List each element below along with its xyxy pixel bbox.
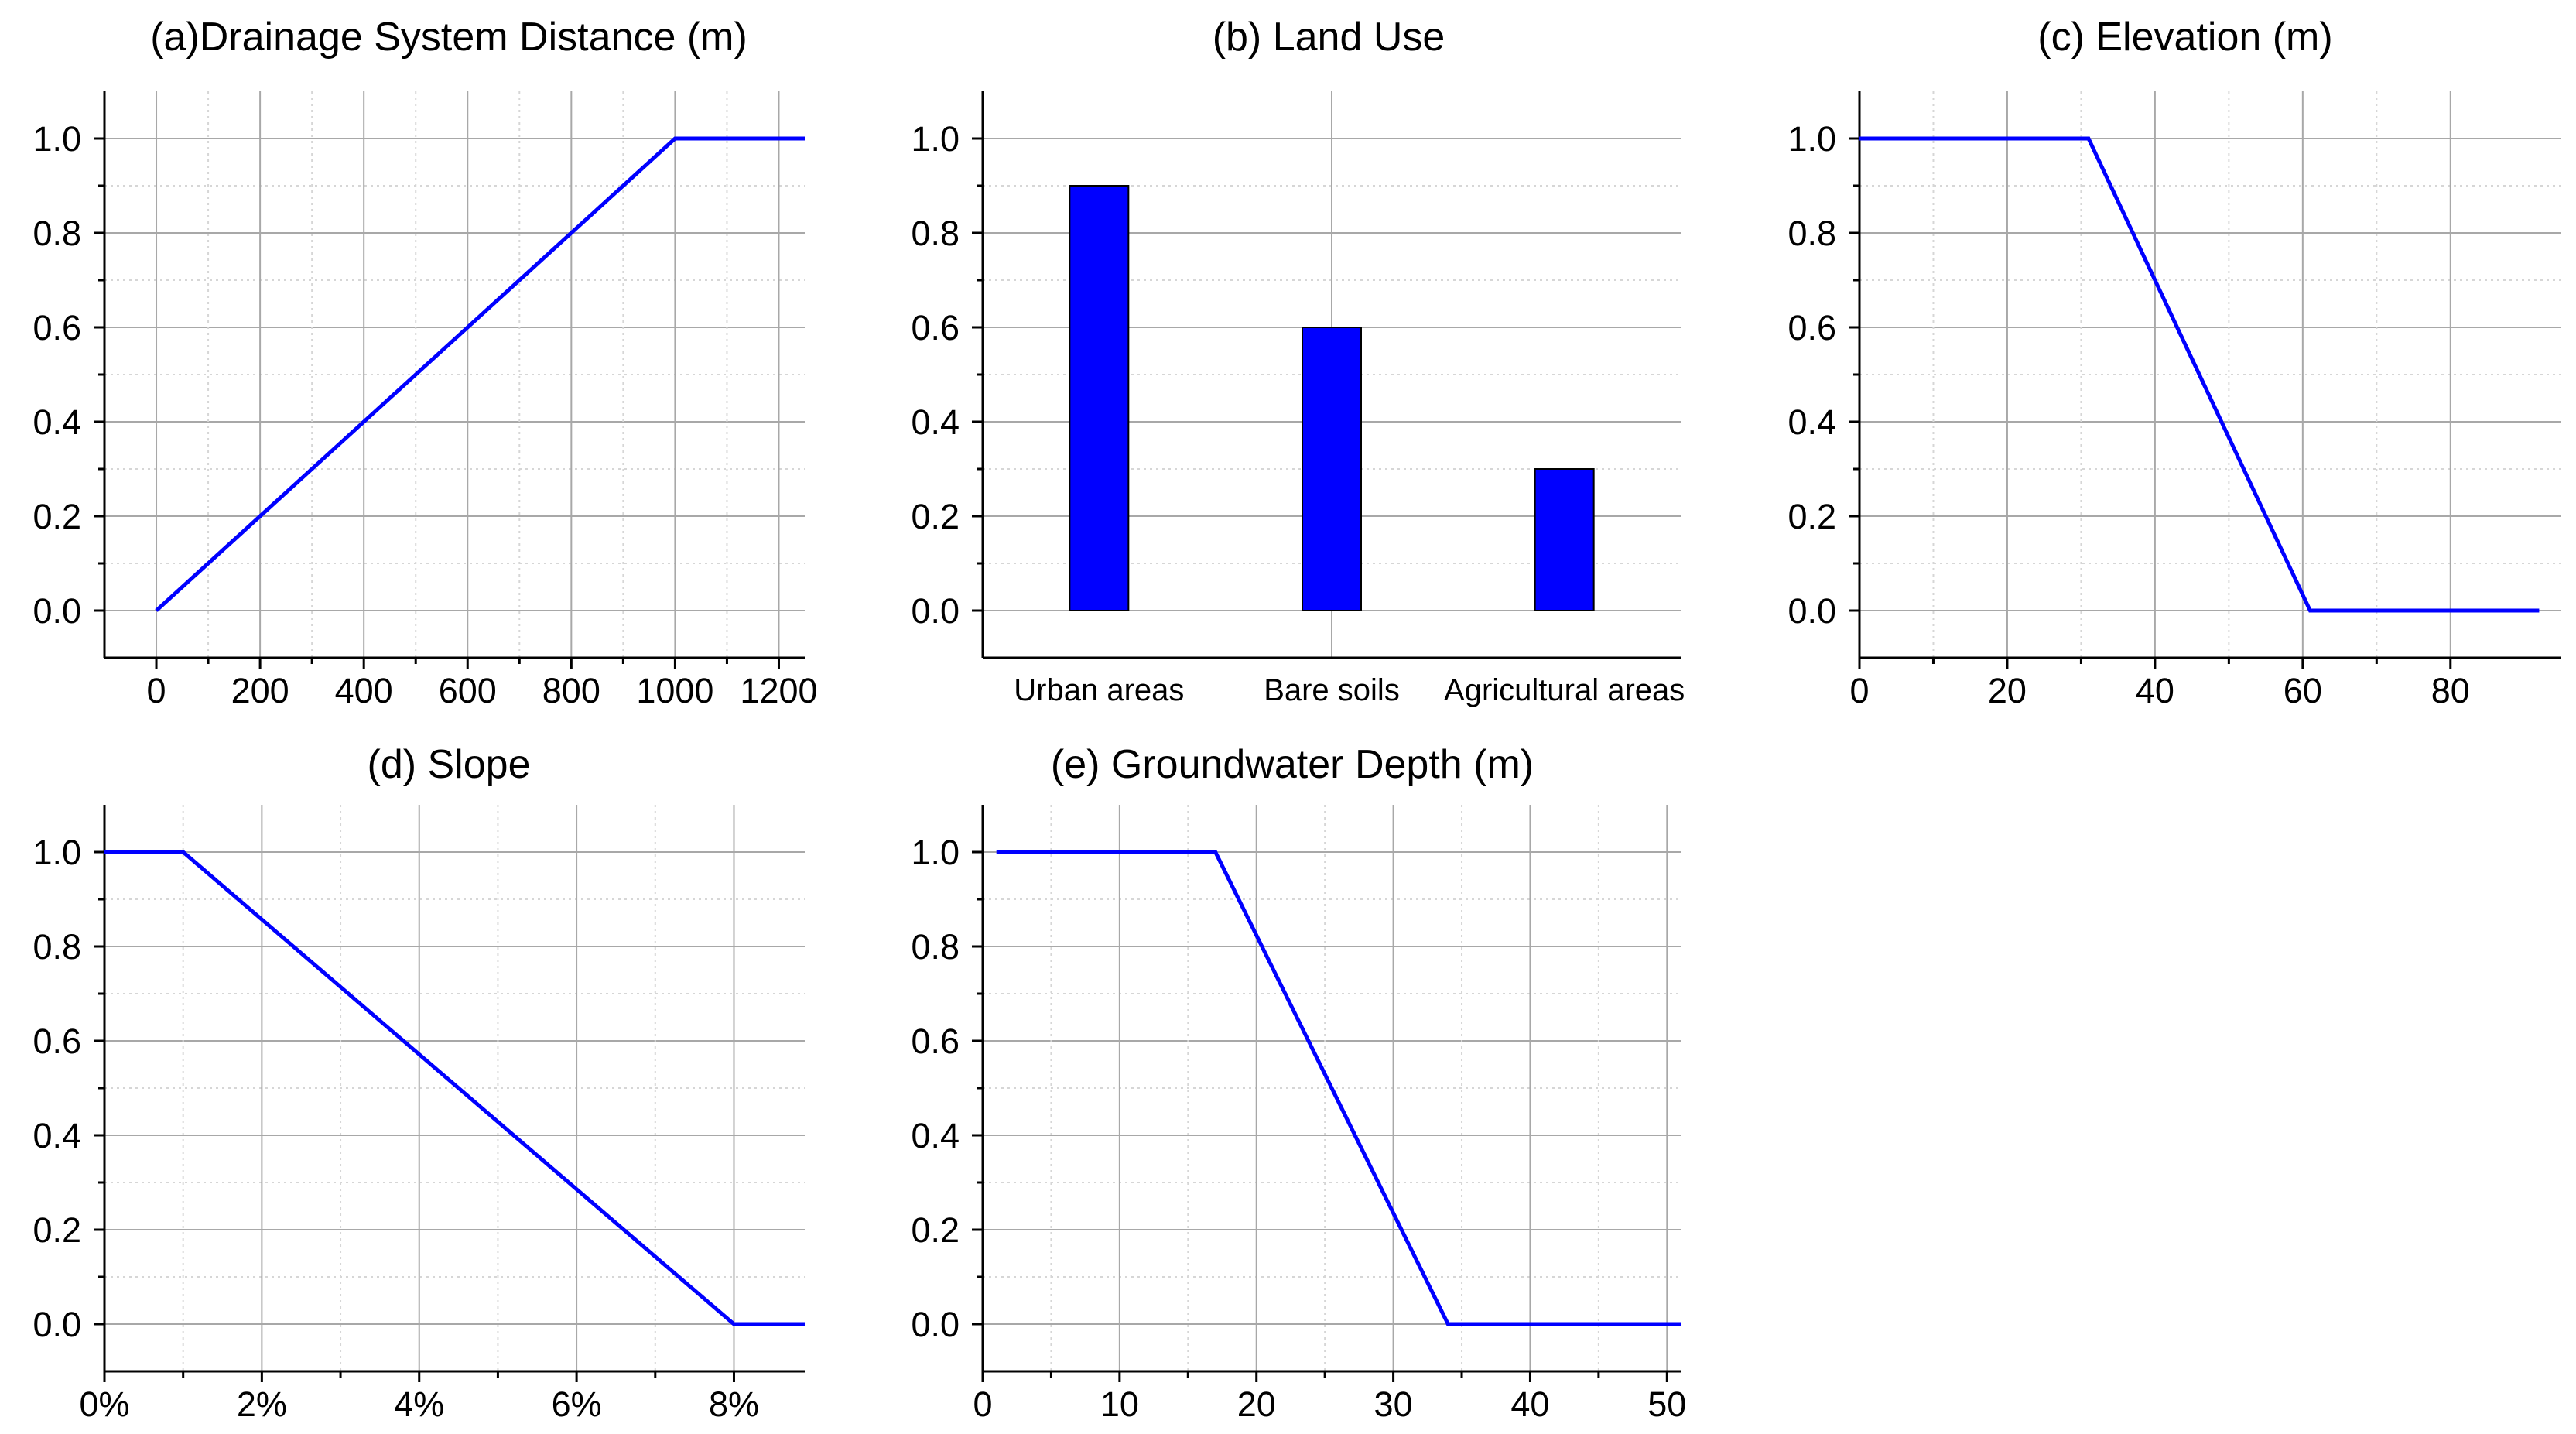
chart-a-ytick-label: 0.2 (32, 497, 81, 536)
chart-e-xtick-label: 50 (1647, 1384, 1686, 1424)
chart-c-xtick-label: 20 (1988, 671, 2027, 710)
chart-a-xtick-label: 1000 (636, 671, 713, 710)
chart-e-xtick-label: 30 (1374, 1384, 1413, 1424)
chart-d-ytick-label: 0.6 (32, 1022, 81, 1061)
chart-e-line (996, 850, 1681, 1326)
chart-b-ytick-label: 1.0 (911, 119, 960, 159)
chart-b-bar (1069, 185, 1130, 611)
chart-c-ytick-label: 1.0 (1787, 119, 1836, 159)
chart-e-ytick-label: 0.4 (911, 1116, 960, 1155)
chart-c-ytick-label: 0.6 (1787, 308, 1836, 347)
chart-d-ytick-label: 1.0 (32, 833, 81, 872)
chart-e-ytick-label: 1.0 (911, 833, 960, 872)
chart-e-xtick-label: 0 (973, 1384, 992, 1424)
chart-e-xtick-label: 20 (1237, 1384, 1276, 1424)
chart-a-ytick-label: 0.6 (32, 308, 81, 347)
chart-d-ytick-label: 0.0 (32, 1305, 81, 1344)
chart-b-bar (1302, 327, 1362, 611)
chart-c-line (1859, 136, 2540, 613)
chart-c-ytick-label: 0.4 (1787, 402, 1836, 442)
chart-b-ytick-label: 0.8 (911, 214, 960, 253)
chart-c-xtick-label: 60 (2284, 671, 2322, 710)
chart-c-xtick-label: 80 (2431, 671, 2470, 710)
chart-a-xtick-label: 0 (147, 671, 166, 710)
chart-b-ytick-label: 0.6 (911, 308, 960, 347)
chart-e-xtick-label: 10 (1100, 1384, 1139, 1424)
chart-d-line (104, 850, 805, 1326)
chart-d-xtick-label: 2% (237, 1384, 287, 1424)
chart-a-ytick-label: 1.0 (32, 119, 81, 159)
chart-d-xtick-label: 0% (79, 1384, 129, 1424)
chart-a-xtick-label: 1200 (740, 671, 817, 710)
chart-e-xtick-label: 40 (1510, 1384, 1549, 1424)
chart-c-title: (c) Elevation (m) (2037, 15, 2333, 60)
chart-d-xtick-label: 4% (394, 1384, 444, 1424)
chart-a-xtick-label: 200 (231, 671, 289, 710)
chart-d-title: (d) Slope (367, 742, 531, 787)
chart-b-ytick-label: 0.2 (911, 497, 960, 536)
chart-a-xtick-label: 400 (335, 671, 393, 710)
chart-e-ytick-label: 0.2 (911, 1210, 960, 1250)
chart-d-ytick-label: 0.4 (32, 1116, 81, 1155)
chart-a-xtick-label: 600 (439, 671, 497, 710)
chart-e-title: (e) Groundwater Depth (m) (1050, 742, 1534, 787)
chart-e-ytick-label: 0.8 (911, 927, 960, 967)
chart-b-ytick-label: 0.0 (911, 591, 960, 631)
chart-a-line (155, 136, 805, 612)
chart-c-ytick-label: 0.2 (1787, 497, 1836, 536)
chart-e-ytick-label: 0.6 (911, 1022, 960, 1061)
chart-d-ytick-label: 0.2 (32, 1210, 81, 1250)
chart-a-ytick-label: 0.8 (32, 214, 81, 253)
chart-c-ytick-label: 0.8 (1787, 214, 1836, 253)
chart-a-ytick-label: 0.4 (32, 402, 81, 442)
chart-c-ytick-label: 0.0 (1787, 591, 1836, 631)
chart-c-xtick-label: 40 (2136, 671, 2174, 710)
chart-d-xtick-label: 6% (552, 1384, 602, 1424)
chart-e-ytick-label: 0.0 (911, 1305, 960, 1344)
chart-c-xtick-label: 0 (1849, 671, 1869, 710)
chart-b-category-label: Agricultural areas (1444, 673, 1685, 707)
chart-b-category-label: Bare soils (1264, 673, 1400, 707)
chart-d-xtick-label: 8% (709, 1384, 759, 1424)
chart-a-title: (a)Drainage System Distance (m) (150, 15, 747, 60)
chart-b-category-label: Urban areas (1014, 673, 1184, 707)
chart-a-xtick-label: 800 (542, 671, 600, 710)
chart-b-title: (b) Land Use (1212, 15, 1445, 60)
chart-b-bar (1534, 468, 1595, 611)
chart-a-ytick-label: 0.0 (32, 591, 81, 631)
chart-d-ytick-label: 0.8 (32, 927, 81, 967)
chart-b-ytick-label: 0.4 (911, 402, 960, 442)
